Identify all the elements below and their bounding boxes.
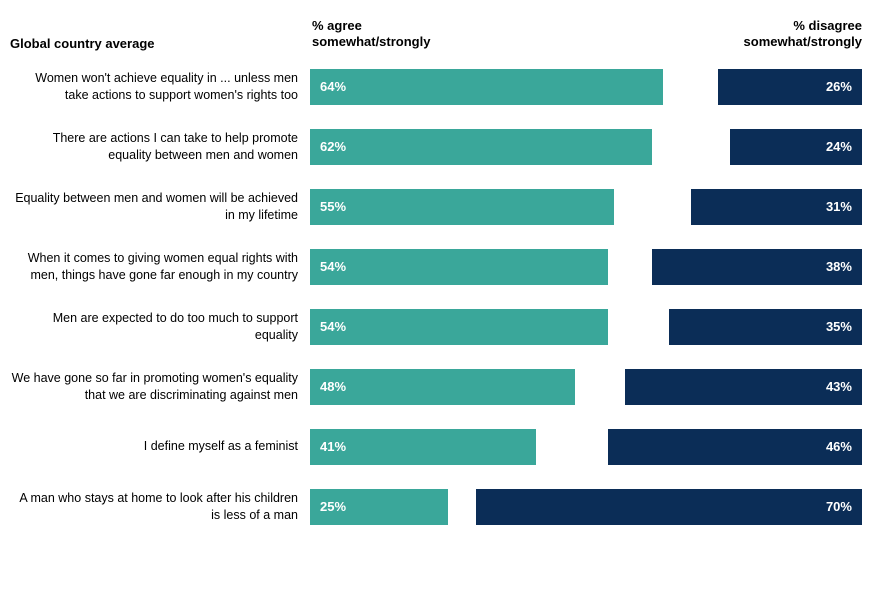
bar-gap: [448, 489, 476, 525]
disagree-bar: 70%: [476, 489, 862, 525]
agree-bar: 54%: [310, 249, 608, 285]
agree-bar: 62%: [310, 129, 652, 165]
agree-value: 62%: [320, 139, 346, 154]
disagree-value: 43%: [826, 379, 852, 394]
bar-gap: [608, 249, 652, 285]
disagree-bar: 26%: [718, 69, 862, 105]
chart-row: I define myself as a feminist 41% 46%: [10, 429, 862, 465]
row-label: Men are expected to do too much to suppo…: [10, 310, 310, 343]
row-label: Equality between men and women will be a…: [10, 190, 310, 223]
row-bars: 55% 31%: [310, 189, 862, 225]
chart-rows: Women won't achieve equality in ... unle…: [10, 69, 862, 525]
chart-header-row: Global country average % agreesomewhat/s…: [10, 18, 862, 51]
bar-gap: [652, 129, 729, 165]
agree-value: 54%: [320, 259, 346, 274]
agree-bar: 41%: [310, 429, 536, 465]
disagree-value: 70%: [826, 499, 852, 514]
bar-gap: [663, 69, 718, 105]
disagree-value: 38%: [826, 259, 852, 274]
row-bars: 25% 70%: [310, 489, 862, 525]
agree-value: 55%: [320, 199, 346, 214]
chart-title: Global country average: [10, 36, 310, 51]
agree-bar: 55%: [310, 189, 614, 225]
agree-bar: 64%: [310, 69, 663, 105]
chart-row: There are actions I can take to help pro…: [10, 129, 862, 165]
row-label: We have gone so far in promoting women's…: [10, 370, 310, 403]
agree-header: % agreesomewhat/strongly: [310, 18, 586, 51]
disagree-bar: 24%: [730, 129, 862, 165]
chart-column-headers: % agreesomewhat/strongly % disagreesomew…: [310, 18, 862, 51]
row-bars: 54% 38%: [310, 249, 862, 285]
disagree-bar: 31%: [691, 189, 862, 225]
disagree-value: 24%: [826, 139, 852, 154]
disagree-value: 46%: [826, 439, 852, 454]
agree-value: 41%: [320, 439, 346, 454]
agree-value: 25%: [320, 499, 346, 514]
agree-value: 54%: [320, 319, 346, 334]
bar-gap: [536, 429, 608, 465]
row-label: There are actions I can take to help pro…: [10, 130, 310, 163]
disagree-value: 31%: [826, 199, 852, 214]
bar-gap: [614, 189, 691, 225]
chart-row: Men are expected to do too much to suppo…: [10, 309, 862, 345]
disagree-bar: 46%: [608, 429, 862, 465]
disagree-value: 35%: [826, 319, 852, 334]
agree-bar: 25%: [310, 489, 448, 525]
row-label: A man who stays at home to look after hi…: [10, 490, 310, 523]
disagree-header: % disagreesomewhat/strongly: [586, 18, 862, 51]
agree-bar: 54%: [310, 309, 608, 345]
row-bars: 54% 35%: [310, 309, 862, 345]
disagree-bar: 35%: [669, 309, 862, 345]
bar-gap: [575, 369, 625, 405]
row-bars: 48% 43%: [310, 369, 862, 405]
chart-row: A man who stays at home to look after hi…: [10, 489, 862, 525]
chart-row: We have gone so far in promoting women's…: [10, 369, 862, 405]
chart-row: Women won't achieve equality in ... unle…: [10, 69, 862, 105]
disagree-value: 26%: [826, 79, 852, 94]
bar-gap: [608, 309, 669, 345]
disagree-bar: 43%: [625, 369, 862, 405]
disagree-bar: 38%: [652, 249, 862, 285]
agree-value: 64%: [320, 79, 346, 94]
row-bars: 64% 26%: [310, 69, 862, 105]
chart-row: When it comes to giving women equal righ…: [10, 249, 862, 285]
row-bars: 41% 46%: [310, 429, 862, 465]
chart-row: Equality between men and women will be a…: [10, 189, 862, 225]
row-label: Women won't achieve equality in ... unle…: [10, 70, 310, 103]
diverging-bar-chart: Global country average % agreesomewhat/s…: [0, 0, 892, 543]
row-label: I define myself as a feminist: [10, 438, 310, 454]
row-bars: 62% 24%: [310, 129, 862, 165]
row-label: When it comes to giving women equal righ…: [10, 250, 310, 283]
agree-value: 48%: [320, 379, 346, 394]
agree-bar: 48%: [310, 369, 575, 405]
